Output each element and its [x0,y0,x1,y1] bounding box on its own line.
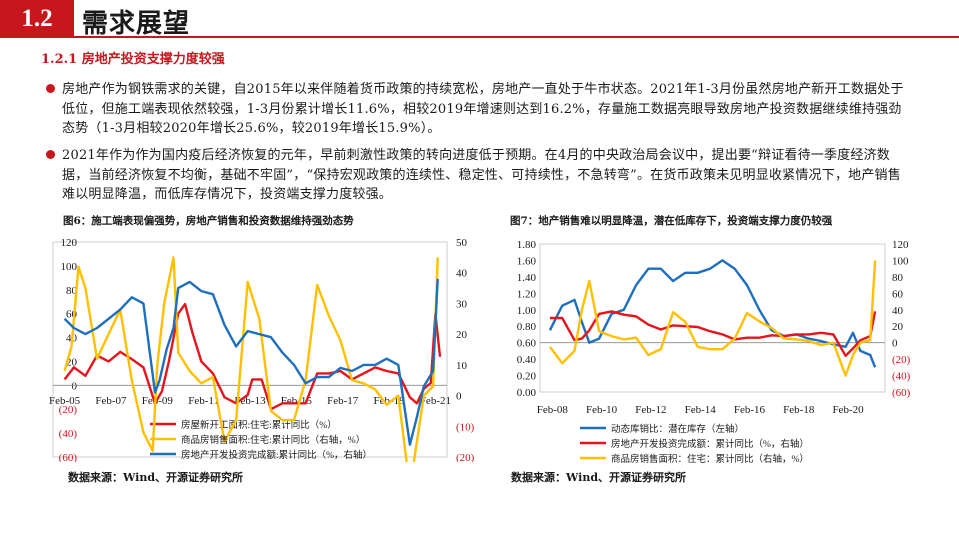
y-left-tick-label: (40) [59,428,78,440]
bullet-text: 房地产作为钢铁需求的关键，自2015年以来伴随着货币政策的持续宽松，房地产一直处… [62,82,904,136]
y-right-tick-label: 30 [456,298,468,310]
source-note: 数据来源：Wind、开源证券研究所 [68,471,244,484]
y-right-tick-label: 0 [892,338,898,350]
bullet-text: 2021年作为作为国内疫后经济恢复的元年，早前刺激性政策的转向进度低于预期。在4… [62,148,901,202]
y-right-tick-label: 0 [456,391,462,403]
series-line [63,256,439,462]
legend-label: 房地产开发投资完成额：累计同比（%，右轴） [611,438,809,450]
legend-label: 房屋新开工面积:住宅:累计同比（%） [181,419,337,431]
y-right-tick-label: 20 [892,321,904,333]
bullet-paragraph-1: 房地产作为钢铁需求的关键，自2015年以来伴随着货币政策的持续宽松，房地产一直处… [46,80,914,139]
chart-title: 图7：地产销售难以明显降温，潜在低库存下，投资端支撑力度仍较强 [510,215,833,227]
section-title: 需求展望 [82,9,191,39]
y-left-tick-label: 0.20 [517,371,537,383]
legend-label: 商品房销售面积:住宅:累计同比（右轴，%） [181,434,365,446]
bullet-dot-icon [46,150,55,159]
x-tick-label: Feb-18 [783,404,815,416]
y-left-tick-label: 1.80 [517,239,537,251]
y-left-tick-label: 100 [61,261,78,273]
chart-title: 图6：施工端表现偏强势，房地产销售和投资数据维持强劲态势 [63,215,354,227]
y-right-tick-label: (20) [456,452,475,462]
x-tick-label: Feb-07 [95,395,127,407]
x-tick-label: Feb-16 [734,404,766,416]
bullet-paragraph-2: 2021年作为作为国内疫后经济恢复的元年，早前刺激性政策的转向进度低于预期。在4… [46,146,914,205]
y-right-tick-label: (20) [892,354,911,366]
x-tick-label: Feb-10 [586,404,618,416]
y-right-tick-label: 80 [892,272,904,284]
subsection-title: 1.2.1 房地产投资支撑力度较强 [41,52,225,67]
legend-label: 动态库销比：潜在库存（左轴） [611,423,744,435]
y-left-tick-label: 1.40 [517,272,537,284]
series-line [63,278,439,446]
y-left-tick-label: 1.00 [517,305,537,317]
y-right-tick-label: 100 [892,255,909,267]
y-right-tick-label: 40 [892,305,904,317]
y-left-tick-label: (60) [59,452,78,462]
chart-right: 1.80 1.60 1.40 1.20 1.00 0.80 0.60 0.40 0.20 0.00… [517,239,911,465]
legend-label: 房地产开发投资完成额:累计同比（%，右轴） [181,449,372,461]
y-right-tick-label: 20 [456,329,468,341]
plot-frame [539,243,886,393]
y-right-tick-label: 60 [892,288,904,300]
y-left-tick-label: (20) [59,404,78,416]
y-right-tick-label: 10 [456,360,468,372]
legend-label: 商品房销售面积：住宅：累计同比（右轴，%） [611,453,809,465]
x-tick-label: Feb-12 [635,404,666,416]
y-left-tick-label: 0 [72,380,78,392]
y-left-tick-label: 0.00 [517,387,537,399]
y-right-tick-label: 40 [456,268,468,280]
y-left-tick-label: 20 [66,356,78,368]
section-number: 1.2 [0,0,74,38]
series-line [548,260,877,377]
bullet-dot-icon [46,84,55,93]
x-tick-label: Feb-08 [537,404,569,416]
chart-left: 120100806040200(20)(40)(60)50403020100(1… [49,237,475,462]
x-tick-label: Feb-11 [188,395,219,407]
y-right-tick-label: (40) [892,371,911,383]
source-note: 数据来源：Wind、开源证券研究所 [511,471,687,484]
y-left-tick-label: 80 [66,285,78,297]
y-left-tick-label: 0.80 [517,321,537,333]
y-right-tick-label: 120 [892,239,909,251]
y-right-tick-label: (60) [892,387,911,399]
x-tick-label: Feb-14 [685,404,717,416]
x-tick-label: Feb-21 [420,395,451,407]
y-left-tick-label: 60 [66,309,78,321]
y-left-tick-label: 1.60 [517,255,537,267]
x-tick-label: Feb-17 [327,395,359,407]
series-line [548,259,877,368]
series-line [63,302,442,411]
y-left-tick-label: 120 [61,237,78,249]
y-left-tick-label: 0.40 [517,354,537,366]
x-tick-label: Feb-20 [832,404,864,416]
plot-frame [52,241,448,458]
y-right-tick-label: 50 [456,237,468,249]
y-left-tick-label: 1.20 [517,288,537,300]
header-rule [74,36,959,38]
y-right-tick-label: (10) [456,421,475,433]
x-tick-label: Feb-05 [49,395,81,407]
y-left-tick-label: 0.60 [517,338,537,350]
